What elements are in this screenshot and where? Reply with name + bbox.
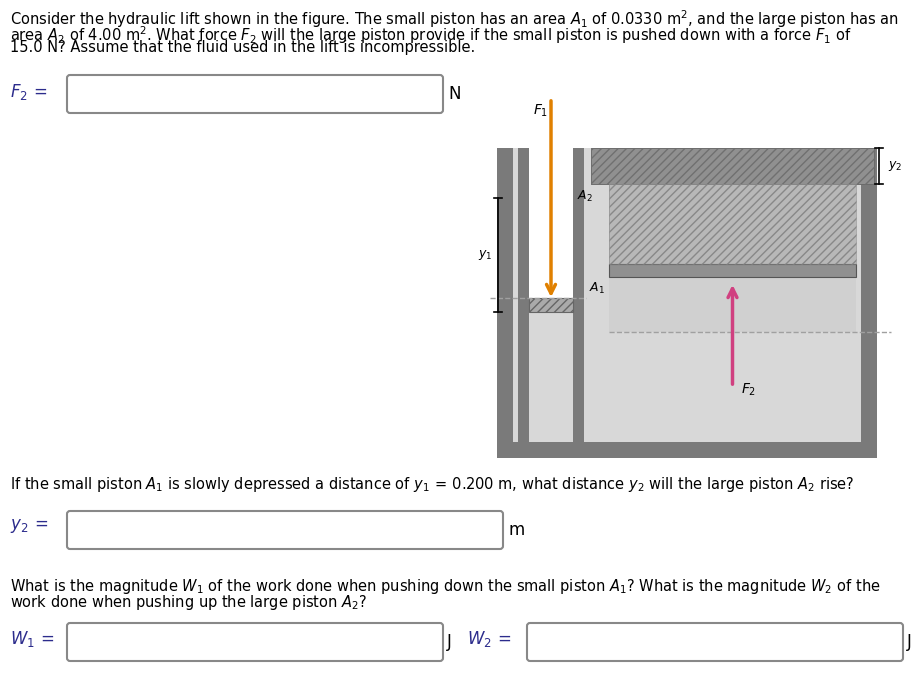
Bar [529,148,573,298]
Bar [591,148,874,184]
Bar [591,148,874,184]
Text: work done when pushing up the large piston $A_2$?: work done when pushing up the large pist… [10,593,367,612]
Text: $F_2\,=$: $F_2\,=$ [10,82,48,102]
FancyBboxPatch shape [67,623,443,661]
Text: $y_1$: $y_1$ [478,248,492,262]
Bar [609,264,856,277]
Text: $A_2$: $A_2$ [577,189,593,204]
Text: If the small piston $A_1$ is slowly depressed a distance of $y_1\,=\,0.200$ m, w: If the small piston $A_1$ is slowly depr… [10,475,855,494]
Bar [497,442,877,458]
Text: m: m [508,521,524,539]
Text: $W_2\,=$: $W_2\,=$ [467,629,511,649]
Text: N: N [448,85,460,103]
Bar [861,148,877,458]
Text: $y_2$: $y_2$ [888,159,903,173]
FancyBboxPatch shape [67,75,443,113]
Bar [518,148,529,442]
Bar [609,184,856,264]
Text: $F_2$: $F_2$ [740,382,756,399]
FancyBboxPatch shape [67,511,503,549]
Text: What is the magnitude $W_1$ of the work done when pushing down the small piston : What is the magnitude $W_1$ of the work … [10,577,880,596]
Text: J: J [447,633,452,651]
Text: $A_1$: $A_1$ [589,281,605,296]
Bar [529,298,573,312]
Bar [609,277,856,332]
Text: J: J [907,633,912,651]
Text: $y_2\,=$: $y_2\,=$ [10,517,48,535]
Text: $F_1$: $F_1$ [533,103,548,120]
Text: $W_1\,=$: $W_1\,=$ [10,629,54,649]
Bar [609,184,856,264]
Text: Consider the hydraulic lift shown in the figure. The small piston has an area $A: Consider the hydraulic lift shown in the… [10,8,899,30]
Text: 15.0 N? Assume that the fluid used in the lift is incompressible.: 15.0 N? Assume that the fluid used in th… [10,40,475,55]
Bar [573,148,584,442]
Text: area $A_2$ of 4.00 m$^2$. What force $F_2$ will the large piston provide if the : area $A_2$ of 4.00 m$^2$. What force $F_… [10,24,852,45]
FancyBboxPatch shape [527,623,903,661]
Bar [513,148,861,442]
Bar [497,148,513,458]
